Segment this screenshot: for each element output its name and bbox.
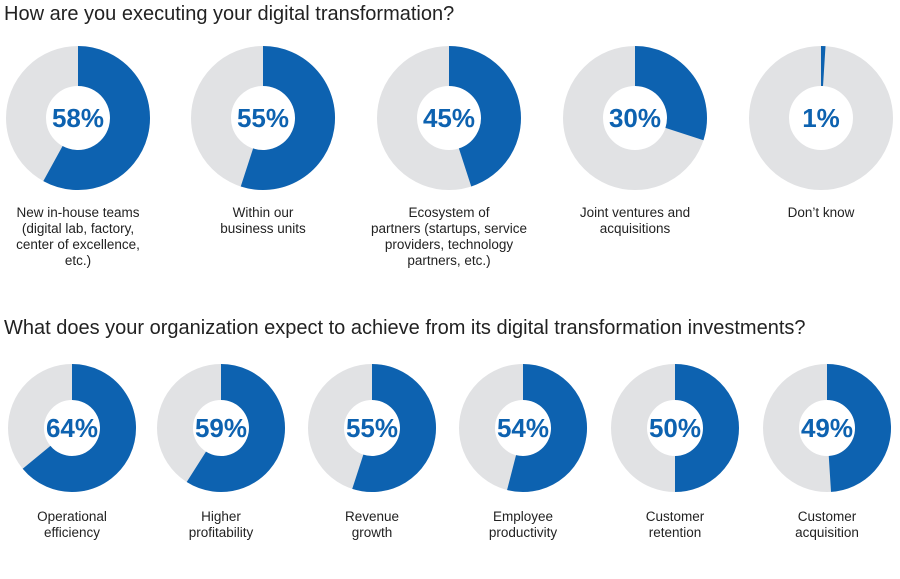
value-label-joint-ventures-and-acquisitions: 30% — [609, 103, 661, 133]
donut-item-higher-profitability: 59% Higher profitability — [146, 363, 296, 579]
value-label-don-t-know: 1% — [802, 103, 840, 133]
donut-chart-joint-ventures-and-acquisitions: 30% — [562, 45, 708, 191]
donut-item-joint-ventures-and-acquisitions: 30% Joint ventures and acquisitions — [540, 45, 730, 275]
category-label-joint-ventures-and-acquisitions: Joint ventures and acquisitions — [540, 205, 730, 237]
value-label-customer-acquisition: 49% — [801, 413, 853, 443]
category-label-higher-profitability: Higher profitability — [146, 509, 296, 541]
category-label-don-t-know: Don’t know — [726, 205, 900, 221]
donut-item-don-t-know: 1% Don’t know — [726, 45, 900, 275]
donut-item-new-in-house-teams-digital-lab-factory-center-of-excellence-etc: 58% New in-house teams (digital lab, fact… — [0, 45, 173, 275]
donut-item-customer-retention: 50% Customer retention — [600, 363, 750, 579]
question-execution: How are you executing your digital trans… — [4, 3, 454, 26]
donut-chart-new-in-house-teams-digital-lab-factory-center-of-excellence-etc: 58% — [5, 45, 151, 191]
category-label-ecosystem-of-partners-startups-service-providers-technology-partners-etc: Ecosystem of partners (startups, service… — [354, 205, 544, 269]
donut-item-revenue-growth: 55% Revenue growth — [297, 363, 447, 579]
execution-donut-row: 58% New in-house teams (digital lab, fact… — [0, 45, 900, 285]
donut-chart-ecosystem-of-partners-startups-service-providers-technology-partners-etc: 45% — [376, 45, 522, 191]
donut-chart-customer-acquisition: 49% — [762, 363, 892, 493]
value-label-higher-profitability: 59% — [195, 413, 247, 443]
donut-chart-don-t-know: 1% — [748, 45, 894, 191]
question-expectations: What does your organization expect to ac… — [4, 317, 806, 340]
category-label-customer-retention: Customer retention — [600, 509, 750, 541]
value-label-customer-retention: 50% — [649, 413, 701, 443]
category-label-employee-productivity: Employee productivity — [448, 509, 598, 541]
donut-item-operational-efficiency: 64% Operational efficiency — [0, 363, 147, 579]
donut-chart-employee-productivity: 54% — [458, 363, 588, 493]
category-label-new-in-house-teams-digital-lab-factory-center-of-excellence-etc: New in-house teams (digital lab, factory… — [0, 205, 173, 269]
category-label-within-our-business-units: Within our business units — [168, 205, 358, 237]
donut-item-employee-productivity: 54% Employee productivity — [448, 363, 598, 579]
donut-chart-customer-retention: 50% — [610, 363, 740, 493]
category-label-customer-acquisition: Customer acquisition — [752, 509, 900, 541]
donut-chart-within-our-business-units: 55% — [190, 45, 336, 191]
donut-chart-revenue-growth: 55% — [307, 363, 437, 493]
value-label-employee-productivity: 54% — [497, 413, 549, 443]
value-label-new-in-house-teams-digital-lab-factory-center-of-excellence-etc: 58% — [52, 103, 104, 133]
donut-chart-higher-profitability: 59% — [156, 363, 286, 493]
donut-item-ecosystem-of-partners-startups-service-providers-technology-partners-etc: 45% Ecosystem of partners (startups, serv… — [354, 45, 544, 275]
category-label-operational-efficiency: Operational efficiency — [0, 509, 147, 541]
value-label-operational-efficiency: 64% — [46, 413, 98, 443]
value-label-within-our-business-units: 55% — [237, 103, 289, 133]
donut-chart-operational-efficiency: 64% — [7, 363, 137, 493]
value-label-ecosystem-of-partners-startups-service-providers-technology-partners-etc: 45% — [423, 103, 475, 133]
category-label-revenue-growth: Revenue growth — [297, 509, 447, 541]
value-label-revenue-growth: 55% — [346, 413, 398, 443]
donut-item-customer-acquisition: 49% Customer acquisition — [752, 363, 900, 579]
expectations-donut-row: 64% Operational efficiency 59% Higher profi… — [0, 363, 900, 543]
donut-item-within-our-business-units: 55% Within our business units — [168, 45, 358, 275]
